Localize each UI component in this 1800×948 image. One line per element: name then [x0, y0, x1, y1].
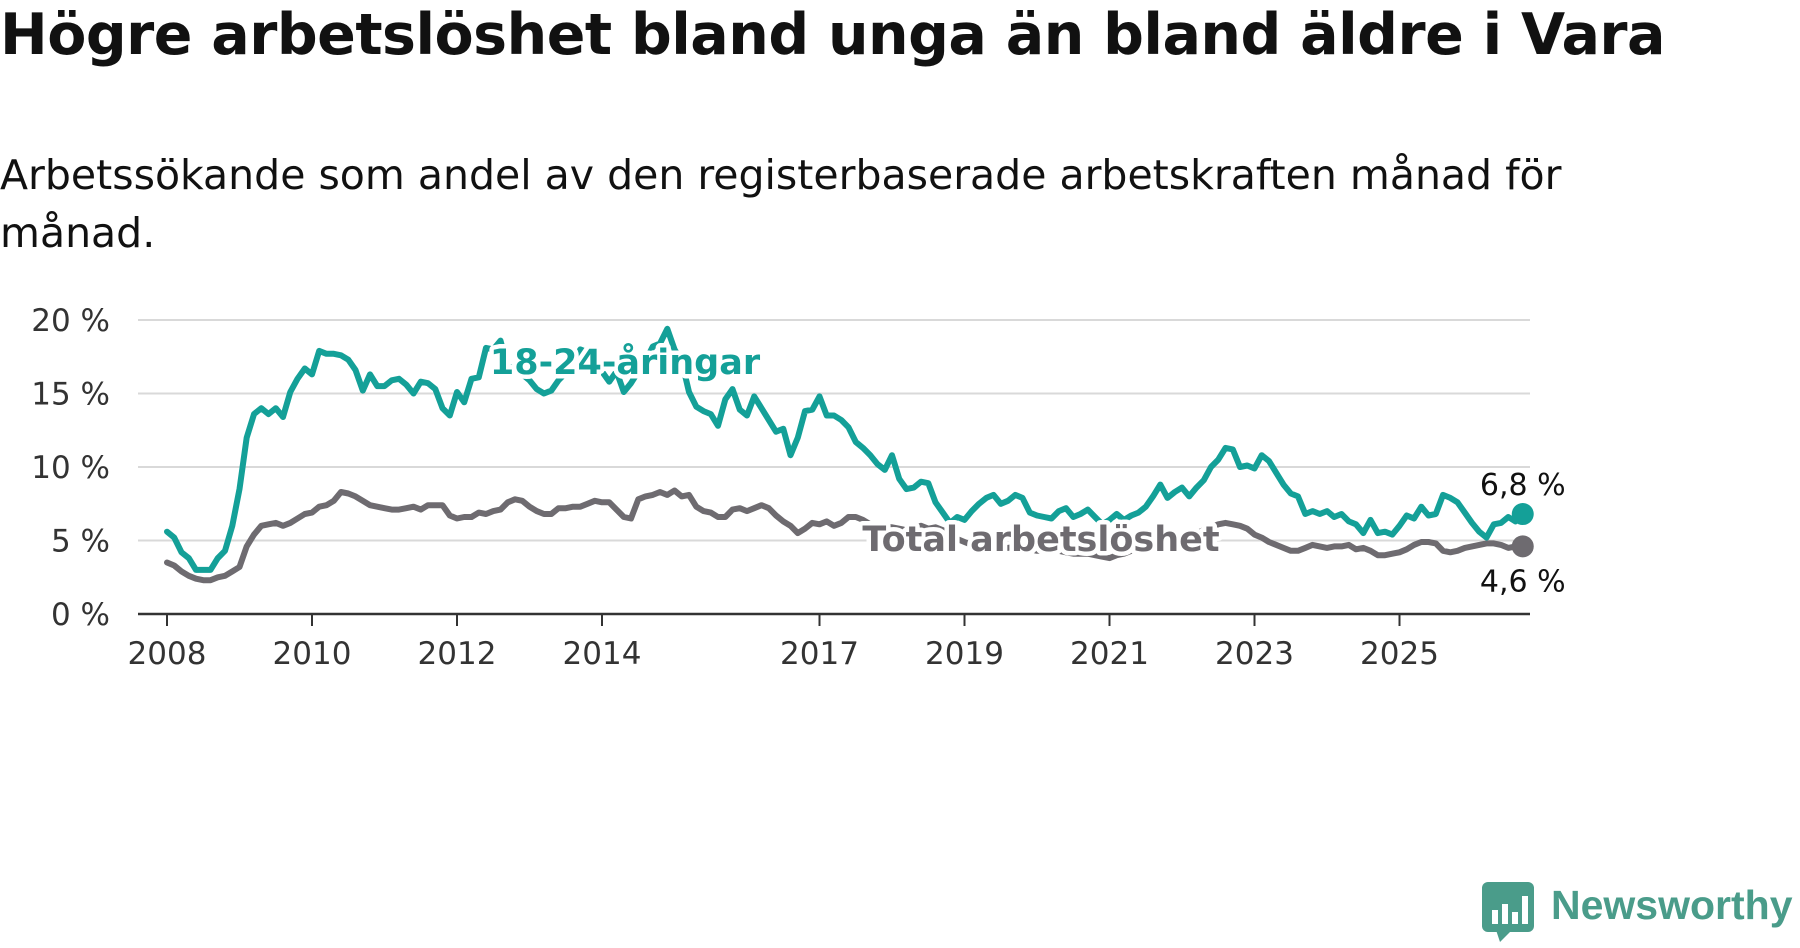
series-line-total: [164, 487, 1526, 584]
end-label-youth: 6,8 %: [1480, 468, 1566, 503]
x-tick-label: 2025: [1360, 636, 1439, 672]
end-point-total: [1511, 535, 1534, 558]
x-axis-tick-labels: 2008 2010 2012 2014 2017 2019 2021 2023 2025: [128, 614, 1439, 672]
y-tick-label: 15 %: [31, 377, 110, 413]
chart-subtitle: Arbetssökande som andel av den registerb…: [0, 151, 1562, 257]
series-label-total: Total arbetslöshet: [862, 520, 1219, 560]
y-tick-label: 20 %: [31, 303, 110, 339]
series-lines: [164, 325, 1534, 584]
series-line-youth: [164, 325, 1526, 573]
chart-title: Högre arbetslöshet bland unga än bland ä…: [0, 2, 1666, 68]
x-tick-label: 2017: [780, 636, 859, 672]
x-tick-label: 2023: [1215, 636, 1294, 672]
y-axis-tick-labels: 0 % 5 % 10 % 15 % 20 %: [31, 303, 110, 633]
newsworthy-logo: Newsworthy: [1482, 880, 1793, 946]
newsworthy-logo-icon: [1482, 882, 1534, 942]
x-tick-label: 2012: [418, 636, 497, 672]
end-label-total: 4,6 %: [1480, 564, 1566, 599]
x-tick-label: 2014: [563, 636, 642, 672]
x-tick-label: 2008: [128, 636, 207, 672]
y-tick-label: 0 %: [51, 597, 110, 633]
x-tick-label: 2019: [925, 636, 1004, 672]
x-tick-label: 2010: [273, 636, 352, 672]
y-tick-label: 10 %: [31, 450, 110, 486]
brand-name: Newsworthy: [1551, 882, 1793, 928]
y-tick-label: 5 %: [51, 524, 110, 560]
end-point-youth: [1511, 503, 1534, 526]
series-labels: 6,8 % 4,6 % 18-24-åringar Total arbetslöshe…: [485, 338, 1566, 600]
x-tick-label: 2021: [1070, 636, 1149, 672]
series-label-youth: 18-24-åringar: [490, 342, 761, 383]
gridlines: [138, 319, 1530, 616]
